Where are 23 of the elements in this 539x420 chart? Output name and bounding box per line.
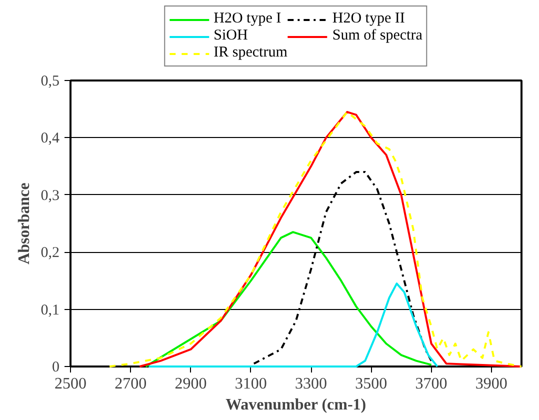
x-tick-label: 3500 bbox=[355, 376, 388, 392]
y-tick-label: 0,5 bbox=[40, 74, 60, 90]
legend-label: SiOH bbox=[214, 28, 248, 44]
legend-label: H2O type I bbox=[214, 10, 282, 28]
x-tick-label: 3700 bbox=[415, 376, 448, 392]
y-tick-label: 0,1 bbox=[40, 302, 60, 318]
y-tick-label: 0,3 bbox=[40, 188, 60, 204]
y-axis-title: Absorbance bbox=[16, 182, 33, 264]
x-axis-title: Wavenumber (cm-1) bbox=[226, 396, 366, 414]
x-tick-label: 3900 bbox=[475, 376, 508, 392]
x-tick-label: 3300 bbox=[295, 376, 328, 392]
legend-label: IR spectrum bbox=[214, 44, 288, 62]
y-tick-label: 0 bbox=[52, 360, 60, 376]
line-series bbox=[144, 231, 432, 368]
y-tick-label: 0,2 bbox=[40, 245, 60, 262]
legend-label: H2O type II bbox=[332, 10, 405, 28]
line-series bbox=[148, 282, 438, 368]
x-tick-label: 2700 bbox=[114, 376, 147, 392]
x-tick-label: 2500 bbox=[54, 376, 86, 392]
y-tick-label: 0,4 bbox=[40, 130, 60, 147]
x-tick-label: 2900 bbox=[174, 376, 207, 392]
x-tick-label: 3100 bbox=[234, 376, 267, 392]
legend-label: Sum of spectra bbox=[332, 28, 422, 44]
